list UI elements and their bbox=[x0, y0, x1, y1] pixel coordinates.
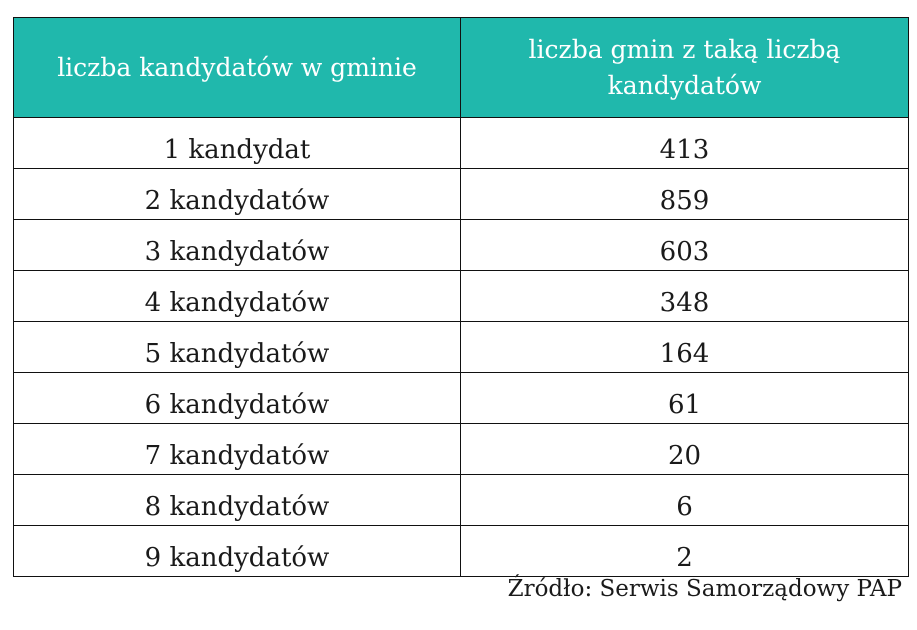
header-row: liczba kandydatów w gminie liczba gmin z… bbox=[13, 17, 909, 118]
table-row: 7 kandydatów 20 bbox=[13, 423, 909, 475]
table-row: 5 kandydatów 164 bbox=[13, 321, 909, 373]
cell-municipalities: 348 bbox=[460, 270, 909, 322]
cell-municipalities: 164 bbox=[460, 321, 909, 373]
table-row: 6 kandydatów 61 bbox=[13, 372, 909, 424]
cell-municipalities: 2 bbox=[460, 525, 909, 577]
table-row: 4 kandydatów 348 bbox=[13, 270, 909, 322]
candidates-table: liczba kandydatów w gminie liczba gmin z… bbox=[13, 17, 909, 577]
cell-municipalities: 603 bbox=[460, 219, 909, 271]
cell-candidates: 4 kandydatów bbox=[13, 270, 461, 322]
table-row: 8 kandydatów 6 bbox=[13, 474, 909, 526]
cell-candidates: 6 kandydatów bbox=[13, 372, 461, 424]
header-municipalities-count: liczba gmin z taką liczbą kandydatów bbox=[460, 17, 909, 118]
table-row: 2 kandydatów 859 bbox=[13, 168, 909, 220]
cell-candidates: 1 kandydat bbox=[13, 117, 461, 169]
cell-candidates: 3 kandydatów bbox=[13, 219, 461, 271]
table-row: 3 kandydatów 603 bbox=[13, 219, 909, 271]
cell-municipalities: 61 bbox=[460, 372, 909, 424]
cell-candidates: 9 kandydatów bbox=[13, 525, 461, 577]
source-note: Źródło: Serwis Samorządowy PAP bbox=[507, 576, 902, 602]
cell-municipalities: 20 bbox=[460, 423, 909, 475]
cell-candidates: 5 kandydatów bbox=[13, 321, 461, 373]
cell-candidates: 7 kandydatów bbox=[13, 423, 461, 475]
cell-municipalities: 413 bbox=[460, 117, 909, 169]
table-row: 1 kandydat 413 bbox=[13, 117, 909, 169]
cell-municipalities: 6 bbox=[460, 474, 909, 526]
table-row: 9 kandydatów 2 bbox=[13, 525, 909, 577]
header-candidates-count: liczba kandydatów w gminie bbox=[13, 17, 461, 118]
cell-municipalities: 859 bbox=[460, 168, 909, 220]
cell-candidates: 2 kandydatów bbox=[13, 168, 461, 220]
cell-candidates: 8 kandydatów bbox=[13, 474, 461, 526]
